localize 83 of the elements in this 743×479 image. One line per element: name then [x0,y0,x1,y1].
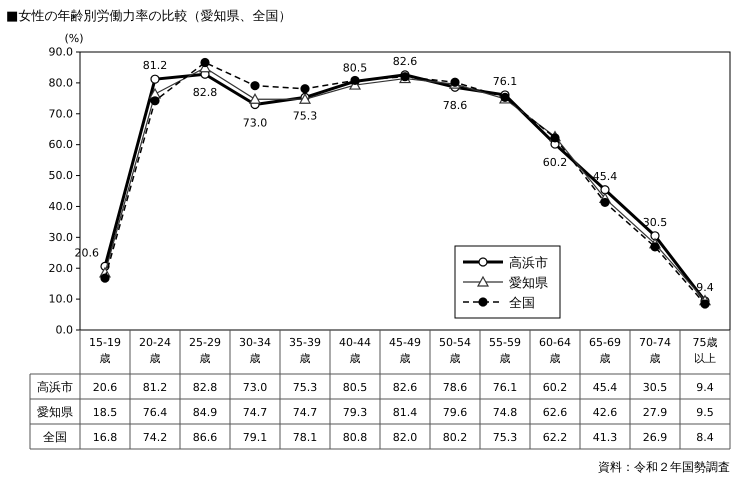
data-label: 79.6 [442,406,468,419]
data-label: 18.5 [92,406,118,419]
text: 全国 [43,430,67,444]
data-label: 26.9 [642,431,668,444]
text: 82.6 [392,54,418,68]
data-label: 20.6 [92,381,118,394]
text: 60.2 [542,156,568,170]
data-label: 74.7 [242,406,268,419]
x-tick-label: 45-49歳 [389,336,421,365]
data-label: 74.8 [492,406,518,419]
data-label: 45.4 [592,381,618,394]
y-tick-label: 10.0 [48,292,73,306]
text: 78.6 [442,99,468,112]
data-label: 27.9 [642,406,668,419]
text: 30.5 [642,216,668,229]
legend-label: 高浜市 [509,255,548,271]
text: 82.8 [192,86,218,100]
text: 73.0 [242,116,268,130]
x-tick-label: 35-39歳 [289,336,321,365]
x-tick-label: 20-24歳 [139,336,171,365]
data-label: 78.1 [292,431,318,444]
y-axis-title: (%) [64,32,84,45]
y-tick-label: 30.0 [48,230,73,244]
data-label: 62.6 [542,406,568,419]
data-label: 42.6 [592,406,618,419]
data-label: 8.4 [696,431,714,444]
data-label: 84.9 [192,406,218,419]
data-label: 74.7 [292,406,318,419]
y-tick-label: 90.0 [48,46,73,59]
data-label: 78.6 [442,381,468,394]
data-label: 81.4 [392,406,418,419]
x-tick-label: 15-19歳 [89,336,121,365]
data-label: 74.2 [142,431,168,444]
data-label: 80.2 [442,431,468,444]
y-tick-label: 60.0 [48,138,73,152]
text: 45.4 [592,170,618,183]
y-tick-label: 40.0 [48,200,73,213]
legend-label: 全国 [509,296,535,311]
text: 81.2 [142,59,168,72]
y-tick-label: 70.0 [48,107,73,120]
text: 80.5 [342,61,368,74]
data-label: 9.5 [696,406,714,419]
x-tick-label: 70-74歳 [639,336,671,365]
x-tick-label: 30-34歳 [239,336,271,365]
text: 愛知県 [37,405,73,419]
chart-title: ■女性の年齢別労働力率の比較（愛知県、全国） [6,8,292,24]
data-label: 30.5 [642,381,668,394]
text: 76.1 [492,74,518,88]
data-label: 75.3 [492,431,518,444]
data-label: 73.0 [242,381,268,394]
y-tick-label: 80.0 [48,76,73,90]
data-label: 80.8 [342,431,368,444]
data-label: 76.1 [492,381,518,394]
legend-label: 愛知県 [509,276,548,291]
data-label: 82.0 [392,431,418,444]
x-tick-label: 25-29歳 [189,336,221,365]
x-tick-label: 55-59歳 [489,336,521,365]
x-tick-label: 75歳以上 [692,336,718,365]
x-tick-label: 65-69歳 [589,336,621,365]
data-label: 86.6 [192,431,218,444]
y-tick-label: 20.0 [48,262,73,275]
x-tick-label: 60-64歳 [539,336,571,365]
data-label: 9.4 [696,381,714,394]
data-label: 60.2 [542,381,568,394]
data-label: 79.3 [342,406,368,419]
data-label: 80.5 [342,381,368,394]
data-label: 81.2 [142,381,168,394]
data-label: 76.4 [142,406,168,419]
data-label: 16.8 [92,431,118,444]
data-label: 82.6 [392,381,418,394]
text: 75.3 [292,109,318,122]
x-tick-label: 50-54歳 [439,336,471,365]
x-tick-label: 40-44歳 [339,336,371,365]
y-tick-label: 50.0 [48,169,73,182]
text: 9.4 [696,280,714,294]
data-label: 75.3 [292,381,318,394]
data-label: 62.2 [542,431,568,444]
text: 資料：令和２年国勢調査 [598,460,730,474]
text: 高浜市 [37,380,73,394]
y-tick-label: 0.0 [56,324,73,337]
data-label: 82.8 [192,381,218,394]
data-label: 79.1 [242,431,268,444]
data-label: 41.3 [592,431,618,444]
